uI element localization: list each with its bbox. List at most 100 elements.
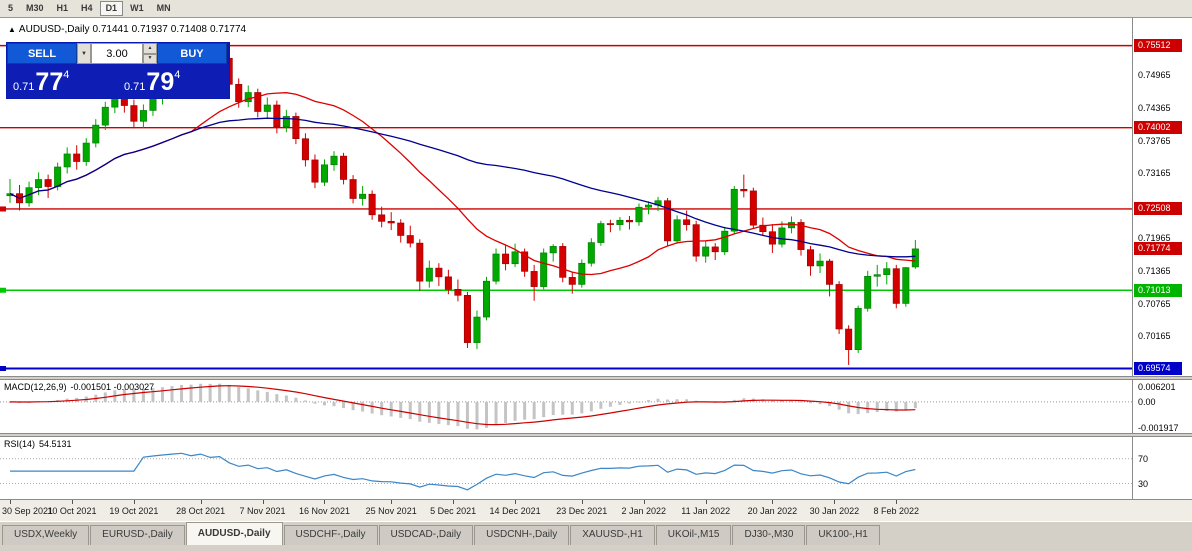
bull-candle bbox=[902, 267, 910, 304]
volume-input[interactable] bbox=[91, 43, 143, 64]
collapse-panel-icon[interactable]: ▲ bbox=[8, 25, 16, 34]
time-tick bbox=[896, 500, 898, 504]
bull-candle bbox=[597, 223, 605, 243]
volume-dropdown-button[interactable]: ▼ bbox=[77, 43, 91, 64]
time-scale-label: 11 Jan 2022 bbox=[681, 506, 731, 516]
bull-candle bbox=[101, 106, 109, 126]
bear-candle bbox=[749, 190, 757, 226]
bull-candle bbox=[778, 227, 786, 245]
macd-scale-zero-label: 0.00 bbox=[1138, 396, 1156, 407]
chart-tab[interactable]: USDX,Weekly bbox=[2, 525, 90, 545]
time-scale-label: 5 Dec 2021 bbox=[430, 506, 477, 516]
bull-candle bbox=[787, 222, 795, 229]
timeframe-button-5[interactable]: 5 bbox=[8, 3, 14, 13]
ohlc-close: 0.71774 bbox=[209, 24, 247, 35]
volume-down-button[interactable]: ▼ bbox=[143, 53, 157, 64]
macd-histogram-bar bbox=[599, 401, 603, 409]
chart-tab[interactable]: USDCHF-,Daily bbox=[283, 525, 378, 545]
macd-histogram-bar bbox=[294, 397, 298, 402]
macd-histogram-bar bbox=[351, 401, 355, 411]
time-tick bbox=[133, 500, 135, 504]
macd-histogram-bar bbox=[475, 401, 479, 430]
rsi-line bbox=[10, 452, 916, 491]
buy-price-prefix: 0.71 bbox=[124, 81, 146, 93]
bear-candle bbox=[349, 179, 357, 199]
chart-tab[interactable]: USDCNH-,Daily bbox=[474, 525, 570, 545]
panel-divider[interactable] bbox=[0, 433, 1192, 437]
macd-scale-max-label: 0.006201 bbox=[1138, 382, 1176, 392]
price-scale-axis[interactable]: 0.74965 0.74365 0.73765 0.73165 0.71965 0.713… bbox=[1132, 18, 1192, 499]
bear-candle bbox=[892, 268, 900, 304]
timeframe-button-mn[interactable]: MN bbox=[156, 3, 171, 13]
sell-button[interactable]: SELL bbox=[7, 43, 77, 64]
time-scale-axis[interactable]: 30 Sep 2021 10 Oct 2021 19 Oct 2021 28 Oct … bbox=[0, 499, 1192, 521]
volume-stepper: ▲ ▼ bbox=[143, 43, 157, 64]
bear-candle bbox=[664, 200, 672, 242]
chart-tab[interactable]: AUDUSD-,Daily bbox=[185, 522, 283, 545]
volume-up-button[interactable]: ▲ bbox=[143, 43, 157, 54]
price-level-left-tick bbox=[0, 206, 6, 212]
macd-histogram-bar bbox=[799, 401, 803, 403]
trade-panel-controls: SELL ▼ ▲ ▼ BUY bbox=[7, 43, 229, 64]
price-scale-label: 0.71365 bbox=[1138, 266, 1171, 277]
ohlc-high: 0.71937 bbox=[131, 24, 168, 35]
bull-candle bbox=[635, 206, 643, 223]
chart-tab[interactable]: UKOil-,M15 bbox=[655, 525, 732, 545]
rsi-name: RSI(14) bbox=[4, 439, 36, 449]
macd-histogram-bar bbox=[322, 401, 326, 406]
bear-candle bbox=[683, 219, 691, 225]
chart-area[interactable]: 0.74965 0.74365 0.73765 0.73165 0.71965 0.713… bbox=[0, 18, 1192, 521]
macd-histogram-bar bbox=[637, 401, 641, 403]
macd-histogram-bar bbox=[894, 401, 898, 412]
macd-histogram-bar bbox=[875, 401, 879, 413]
time-tick bbox=[581, 500, 583, 504]
macd-histogram-bar bbox=[847, 401, 851, 414]
chart-tab[interactable]: USDCAD-,Daily bbox=[378, 525, 474, 545]
buy-price[interactable]: 0.71 79 4 bbox=[118, 64, 229, 98]
macd-histogram-bar bbox=[456, 401, 460, 427]
bear-candle bbox=[406, 235, 414, 244]
chart-tab[interactable]: UK100-,H1 bbox=[806, 525, 880, 545]
chart-tab[interactable]: XAUUSD-,H1 bbox=[570, 525, 655, 545]
bull-candle bbox=[282, 116, 290, 128]
bear-candle bbox=[835, 284, 843, 330]
macd-histogram-bar bbox=[742, 398, 746, 402]
buy-button[interactable]: BUY bbox=[157, 43, 227, 64]
bear-candle bbox=[235, 84, 243, 103]
time-tick bbox=[10, 500, 11, 504]
price-level-left-tick bbox=[0, 287, 6, 293]
price-chart-canvas[interactable] bbox=[0, 18, 1132, 499]
chart-tab[interactable]: EURUSD-,Daily bbox=[90, 525, 185, 545]
bull-candle bbox=[540, 252, 548, 287]
sell-price[interactable]: 0.71 77 4 bbox=[7, 64, 118, 98]
macd-histogram-bar bbox=[189, 384, 193, 402]
price-scale-label: 0.73765 bbox=[1138, 135, 1171, 146]
sell-price-prefix: 0.71 bbox=[13, 81, 35, 93]
bull-candle bbox=[511, 251, 519, 265]
level-price-badge: 0.74002 bbox=[1134, 121, 1182, 135]
chart-tab[interactable]: DJ30-,M30 bbox=[732, 525, 806, 545]
timeframe-button-h1[interactable]: H1 bbox=[56, 3, 69, 13]
macd-histogram-bar bbox=[246, 388, 250, 402]
macd-histogram-bar bbox=[513, 401, 517, 421]
macd-histogram-bar bbox=[275, 394, 279, 402]
ohlc-low: 0.71408 bbox=[170, 24, 207, 35]
macd-histogram-bar bbox=[561, 401, 565, 415]
bull-candle bbox=[482, 280, 490, 318]
macd-histogram-bar bbox=[208, 383, 212, 402]
bull-candle bbox=[330, 155, 338, 166]
macd-histogram-bar bbox=[227, 384, 231, 402]
timeframe-button-h4[interactable]: H4 bbox=[81, 3, 93, 13]
bull-candle bbox=[911, 248, 919, 268]
bear-candle bbox=[340, 155, 348, 180]
timeframe-button-w1[interactable]: W1 bbox=[130, 3, 144, 13]
panel-divider[interactable] bbox=[0, 376, 1192, 380]
bull-candle bbox=[473, 316, 481, 343]
timeframe-button-m30[interactable]: M30 bbox=[26, 3, 44, 13]
macd-histogram-bar bbox=[618, 401, 622, 405]
macd-histogram-bar bbox=[437, 401, 441, 424]
bear-candle bbox=[273, 104, 281, 128]
timeframe-button-d1[interactable]: D1 bbox=[99, 1, 124, 16]
macd-histogram-bar bbox=[446, 401, 450, 426]
time-tick bbox=[262, 500, 264, 504]
